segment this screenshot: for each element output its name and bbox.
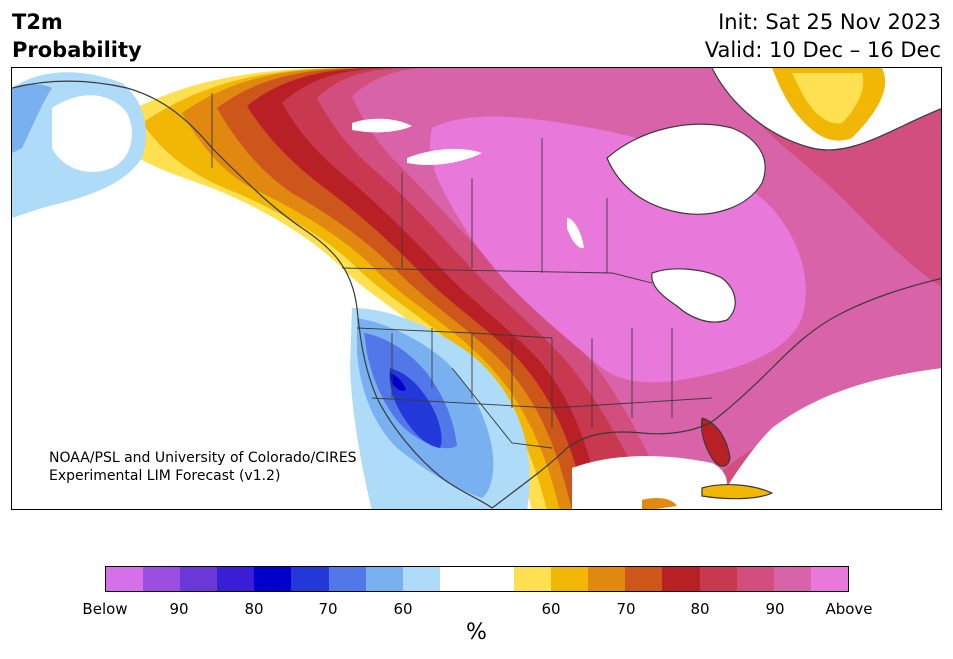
colorbar-cell [217, 567, 255, 591]
colorbar-cell [476, 567, 515, 591]
colorbar-cell [180, 567, 218, 591]
valid-dates: Valid: 10 Dec – 16 Dec [704, 38, 941, 62]
cb-label-above: Above [825, 600, 873, 618]
colorbar-cell [662, 567, 700, 591]
map-panel [11, 67, 942, 510]
gulf-of-mexico [572, 456, 727, 509]
colorbar-cell [143, 567, 181, 591]
coastlines [12, 68, 941, 509]
map-title: T2m Probability [12, 8, 142, 64]
great-lakes [651, 268, 736, 323]
colorbar-labels: Below 90 80 70 60 60 70 80 90 Above [82, 600, 872, 618]
colorbar-cell [773, 567, 811, 591]
title-line-2: Probability [12, 38, 142, 62]
pacific-ocean [12, 218, 372, 509]
cb-label-below-60: 60 [393, 600, 413, 618]
cb-label-below: Below [82, 600, 128, 618]
colorbar-cell [402, 567, 440, 591]
colorbar-cell [699, 567, 737, 591]
alaska-cold-mid [12, 84, 52, 153]
colorbar-cell [588, 567, 626, 591]
colorbar-cell [736, 567, 774, 591]
colorbar-cell [551, 567, 589, 591]
colorbar-cell [514, 567, 552, 591]
colorbar [105, 566, 849, 592]
cb-label-above-80: 80 [690, 600, 710, 618]
cb-label-below-90: 90 [169, 600, 189, 618]
title-line-1: T2m [12, 10, 63, 34]
alaska-white [52, 95, 132, 172]
political-borders [211, 93, 713, 449]
colorbar-cell [810, 567, 848, 591]
great-bear-lake [352, 118, 412, 133]
cb-label-below-80: 80 [244, 600, 264, 618]
credit-line-2: Experimental LIM Forecast (v1.2) [49, 468, 281, 484]
colorbar-cell [439, 567, 477, 591]
colorbar-cell [254, 567, 292, 591]
cuba-gold [702, 484, 772, 499]
probability-map [12, 68, 941, 509]
cb-label-below-70: 70 [318, 600, 338, 618]
colorbar-cell [328, 567, 366, 591]
atlantic-ocean [713, 368, 941, 509]
colorbar-cell [625, 567, 663, 591]
cb-label-above-60: 60 [541, 600, 561, 618]
colorbar-cell [291, 567, 329, 591]
date-info: Init: Sat 25 Nov 2023 Valid: 10 Dec – 16… [705, 8, 941, 64]
great-slave-lake [407, 148, 482, 165]
mexico-gold [642, 498, 677, 509]
hudson-bay [607, 124, 766, 215]
credit-line-1: NOAA/PSL and University of Colorado/CIRE… [49, 450, 357, 466]
colorbar-cell [365, 567, 403, 591]
colorbar-unit: % [466, 620, 487, 645]
lake-winnipeg [567, 218, 584, 249]
cb-label-above-90: 90 [765, 600, 785, 618]
credit-text: NOAA/PSL and University of Colorado/CIRE… [49, 449, 357, 485]
greenland-yellow [792, 73, 864, 124]
cb-label-above-70: 70 [616, 600, 636, 618]
florida-red [701, 418, 730, 467]
init-date: Init: Sat 25 Nov 2023 [718, 10, 941, 34]
colorbar-cell [106, 567, 144, 591]
cold-band-darkest [390, 373, 406, 391]
